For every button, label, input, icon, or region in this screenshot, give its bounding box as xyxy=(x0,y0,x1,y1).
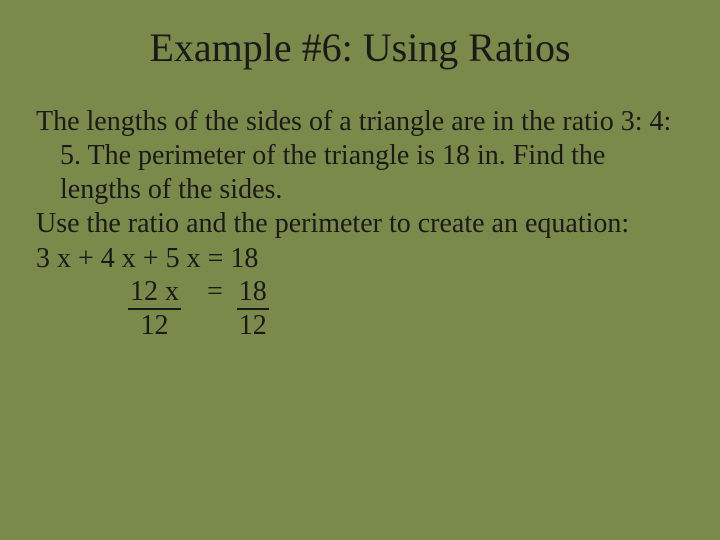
fraction-left-numerator: 12 x xyxy=(128,276,181,310)
slide: Example #6: Using Ratios The lengths of … xyxy=(0,0,720,540)
fraction-right-numerator: 18 xyxy=(237,276,269,310)
fraction-right-denominator: 12 xyxy=(239,310,267,342)
equation-line: 3 x + 4 x + 5 x = 18 xyxy=(36,242,684,276)
slide-title: Example #6: Using Ratios xyxy=(36,24,684,71)
problem-statement: The lengths of the sides of a triangle a… xyxy=(36,105,684,207)
instruction-text: Use the ratio and the perimeter to creat… xyxy=(36,207,684,241)
slide-body: The lengths of the sides of a triangle a… xyxy=(36,105,684,342)
equals-sign: = xyxy=(181,276,237,308)
fraction-left: 12 x 12 xyxy=(128,276,181,342)
fraction-row: 12 x 12 = 18 12 xyxy=(36,276,684,342)
fraction-left-denominator: 12 xyxy=(141,310,169,342)
fraction-right: 18 12 xyxy=(237,276,269,342)
